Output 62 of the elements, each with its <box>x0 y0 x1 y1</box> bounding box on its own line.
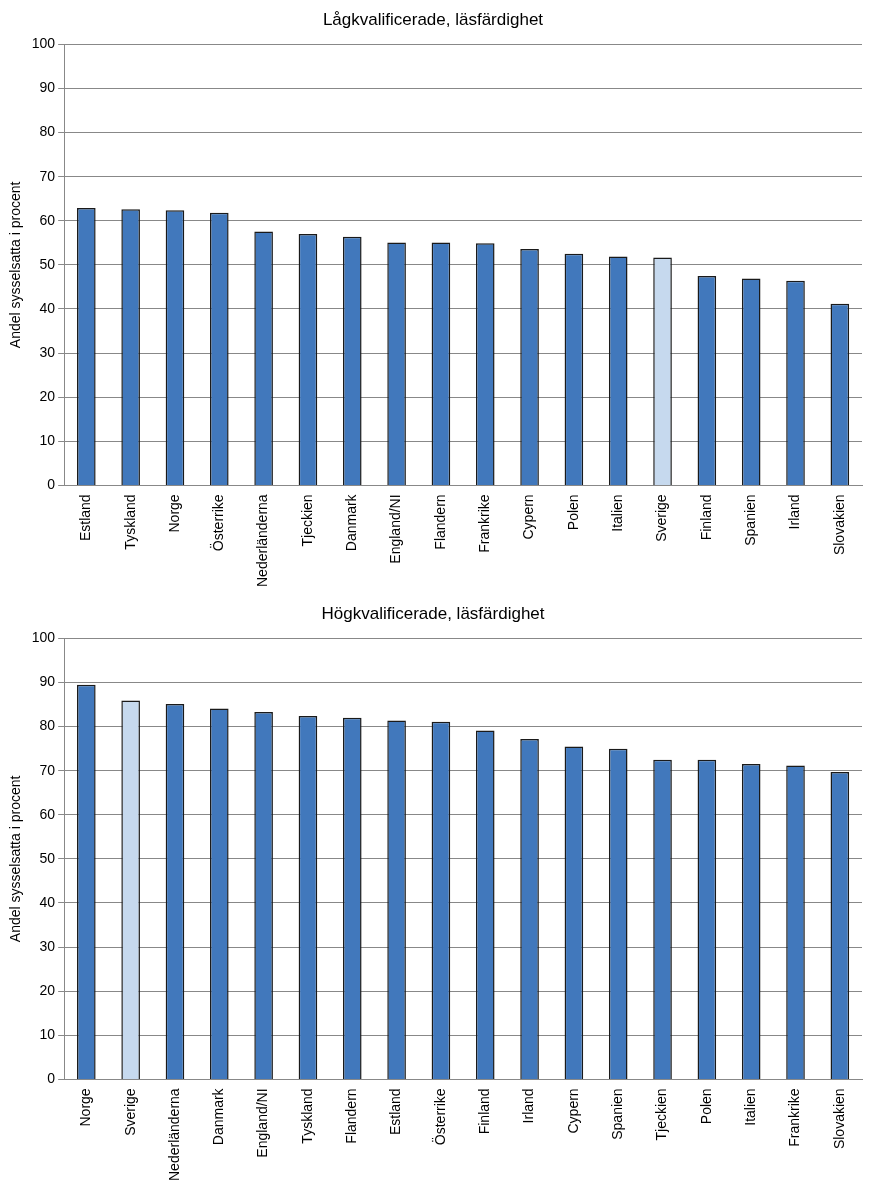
y-axis-title: Andel sysselsatta i procent <box>7 181 24 349</box>
x-tick-label: Italien <box>742 1088 759 1126</box>
y-tick-label: 60 <box>39 211 56 228</box>
x-tick-label: Frankrike <box>786 1088 803 1147</box>
y-axis-title: Andel sysselsatta i procent <box>7 775 24 943</box>
y-tick-label: 100 <box>31 629 56 646</box>
x-tick-label: Finland <box>476 1088 493 1135</box>
x-tick-label: Tjeckien <box>653 1088 670 1141</box>
x-tick-label: Nederländerna <box>165 1088 182 1181</box>
y-tick-label: 50 <box>39 849 56 866</box>
x-tick-label: Österrike <box>209 494 227 552</box>
y-tick-label: 100 <box>31 35 56 52</box>
x-tick-label: Danmark <box>210 1087 227 1146</box>
x-tick-label: Flandern <box>343 1088 360 1144</box>
x-tick-label: Sverige <box>121 1088 138 1136</box>
x-tick-label: Polen <box>564 494 581 531</box>
y-tick-label: 10 <box>39 1026 56 1043</box>
y-tick-label: 10 <box>39 432 56 449</box>
x-tick-label: Cypern <box>564 1088 581 1134</box>
y-tick-label: 60 <box>39 805 56 822</box>
x-tick-label: Norge <box>165 494 182 533</box>
y-tick-label: 20 <box>39 388 56 405</box>
x-tick-label: Danmark <box>343 493 360 552</box>
y-tick-label: 90 <box>39 79 56 96</box>
y-tick-label: 40 <box>39 893 56 910</box>
x-tick-label: Estland <box>77 494 94 542</box>
x-tick-label: Österrike <box>430 1088 448 1146</box>
y-tick-label: 30 <box>39 343 56 360</box>
y-tick-label: 20 <box>39 982 56 999</box>
y-tick-label: 80 <box>39 717 56 734</box>
x-tick-label: Italien <box>609 494 626 532</box>
x-tick-label: Slovakien <box>830 494 847 556</box>
x-tick-label: Sverige <box>653 494 670 542</box>
x-tick-label: Norge <box>77 1088 94 1127</box>
x-tick-label: Finland <box>697 494 714 541</box>
chart-title: Högkvalificerade, läsfärdighet <box>321 603 545 623</box>
x-tick-label: Spanien <box>609 1088 626 1140</box>
y-tick-label: 70 <box>39 167 56 184</box>
x-tick-label: Frankrike <box>476 494 493 553</box>
x-tick-label: Nederländerna <box>254 494 271 587</box>
y-tick-label: 70 <box>39 761 56 778</box>
x-tick-label: Estland <box>387 1088 404 1136</box>
y-tick-label: 90 <box>39 673 56 690</box>
x-tick-label: Slovakien <box>830 1088 847 1150</box>
y-tick-label: 30 <box>39 937 56 954</box>
y-tick-label: 0 <box>47 1070 56 1087</box>
x-tick-label: Flandern <box>431 494 448 550</box>
x-tick-label: Polen <box>697 1088 714 1125</box>
y-tick-label: 40 <box>39 299 56 316</box>
y-tick-label: 80 <box>39 123 56 140</box>
x-tick-label: Tyskland <box>298 1088 315 1144</box>
chart-title: Lågkvalificerade, läsfärdighet <box>322 9 544 29</box>
x-tick-label: Spanien <box>742 494 759 546</box>
x-tick-label: Cypern <box>520 494 537 540</box>
x-tick-label: England/NI <box>254 1088 271 1158</box>
y-tick-label: 0 <box>47 476 56 493</box>
x-tick-label: Irland <box>520 1088 537 1124</box>
x-tick-label: Irland <box>786 494 803 530</box>
x-tick-label: England/NI <box>387 494 404 564</box>
y-tick-label: 50 <box>39 255 56 272</box>
x-tick-label: Tjeckien <box>298 494 315 547</box>
x-tick-label: Tyskland <box>121 494 138 550</box>
